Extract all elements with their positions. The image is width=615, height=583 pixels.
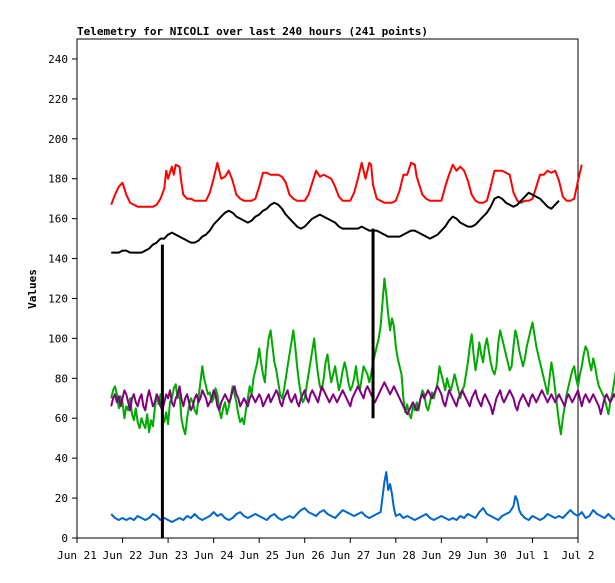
y-axis-ticks: 0 20 40 60 80 100 120 140 160 180 200 220 240 <box>48 53 77 545</box>
y-tick-label: 220 <box>48 93 68 106</box>
x-tick-label: Jun 29 <box>421 549 461 562</box>
y-tick-label: 40 <box>55 452 68 465</box>
y-tick-label: 140 <box>48 253 68 266</box>
y-tick-label: 20 <box>55 492 68 505</box>
x-tick-label: Jul 1 <box>516 549 549 562</box>
x-tick-label: Jun 27 <box>330 549 370 562</box>
x-tick-label: Jun 25 <box>239 549 279 562</box>
series-layer <box>110 161 615 538</box>
y-tick-label: 0 <box>61 532 68 545</box>
y-tick-label: 120 <box>48 292 68 305</box>
chart-title: Telemetry for NICOLI over last 240 hours… <box>77 25 428 38</box>
x-tick-label: Jun 28 <box>376 549 416 562</box>
y-tick-label: 240 <box>48 53 68 66</box>
x-axis-ticks: Jun 21 Jun 22 Jun 23 Jun 24 Jun 25 Jun 26 Jun … <box>57 538 595 562</box>
series-line-1 <box>110 161 583 208</box>
y-axis-label: Values <box>26 269 39 309</box>
x-tick-label: Jun 21 <box>57 549 97 562</box>
series-line-5 <box>110 471 615 523</box>
plot-frame <box>76 38 579 539</box>
series-line-2 <box>111 191 560 254</box>
y-tick-label: 200 <box>48 133 68 146</box>
y-tick-label: 180 <box>48 173 68 186</box>
x-tick-label: Jul 2 <box>561 549 594 562</box>
y-tick-label: 60 <box>55 412 68 425</box>
x-tick-label: Jun 24 <box>194 549 234 562</box>
x-tick-label: Jun 23 <box>148 549 188 562</box>
y-tick-label: 100 <box>48 332 68 345</box>
y-tick-label: 160 <box>48 213 68 226</box>
x-tick-label: Jun 26 <box>285 549 325 562</box>
series-line-3 <box>110 277 615 436</box>
x-tick-label: Jun 22 <box>103 549 143 562</box>
y-tick-label: 80 <box>55 372 68 385</box>
x-tick-label: Jun 30 <box>467 549 507 562</box>
series-line-4 <box>110 381 615 416</box>
